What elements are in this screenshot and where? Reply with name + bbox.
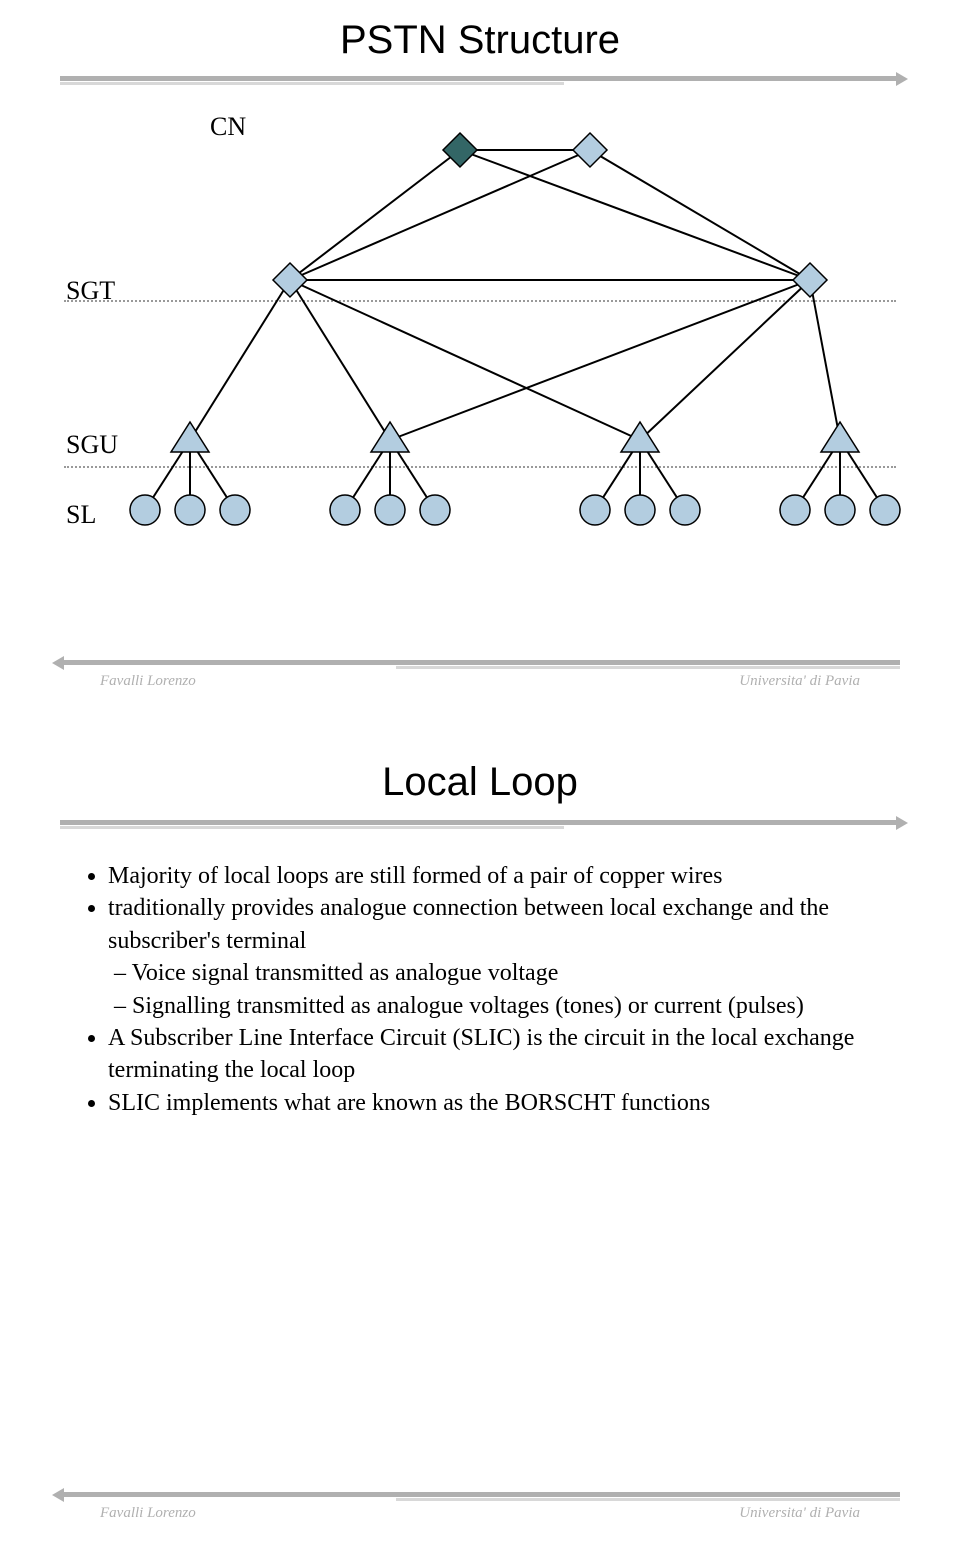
sgu-node	[821, 422, 859, 452]
sl-node	[420, 495, 450, 525]
title-rule	[60, 76, 900, 85]
sl-node	[625, 495, 655, 525]
cn-node	[443, 133, 477, 167]
bullet-list: Majority of local loops are still formed…	[0, 860, 960, 1119]
sub-bullet: Signalling transmitted as analogue volta…	[136, 990, 880, 1022]
sl-node	[330, 495, 360, 525]
slide-pstn-structure: PSTN Structure CN SGT SGU SL Favalli Lor…	[0, 0, 960, 720]
bullet: SLIC implements what are known as the BO…	[108, 1087, 880, 1119]
bullet: traditionally provides analogue connecti…	[108, 892, 880, 1022]
sl-node	[220, 495, 250, 525]
sgt-node	[273, 263, 307, 297]
footer-right: Universita' di Pavia	[739, 673, 860, 690]
sl-node	[375, 495, 405, 525]
sgu-node	[171, 422, 209, 452]
network-diagram	[60, 110, 940, 550]
sl-node	[870, 495, 900, 525]
sl-node	[780, 495, 810, 525]
sl-node	[580, 495, 610, 525]
slide1-footer: Favalli Lorenzo Universita' di Pavia	[60, 660, 900, 690]
slide1-title: PSTN Structure	[0, 0, 960, 63]
slide2-title: Local Loop	[0, 720, 960, 805]
slide2-footer: Favalli Lorenzo Universita' di Pavia	[60, 1492, 900, 1522]
sl-node	[825, 495, 855, 525]
sub-bullet: Voice signal transmitted as analogue vol…	[136, 957, 880, 989]
sgu-node	[371, 422, 409, 452]
slide-local-loop: Local Loop Majority of local loops are s…	[0, 720, 960, 1552]
bullet: A Subscriber Line Interface Circuit (SLI…	[108, 1022, 880, 1087]
footer-right-2: Universita' di Pavia	[739, 1505, 860, 1522]
footer-left: Favalli Lorenzo	[100, 673, 196, 690]
cn-node	[573, 133, 607, 167]
sl-node	[175, 495, 205, 525]
sl-node	[130, 495, 160, 525]
footer-left-2: Favalli Lorenzo	[100, 1505, 196, 1522]
sl-node	[670, 495, 700, 525]
bullet: Majority of local loops are still formed…	[108, 860, 880, 892]
title-rule-2	[60, 820, 900, 829]
